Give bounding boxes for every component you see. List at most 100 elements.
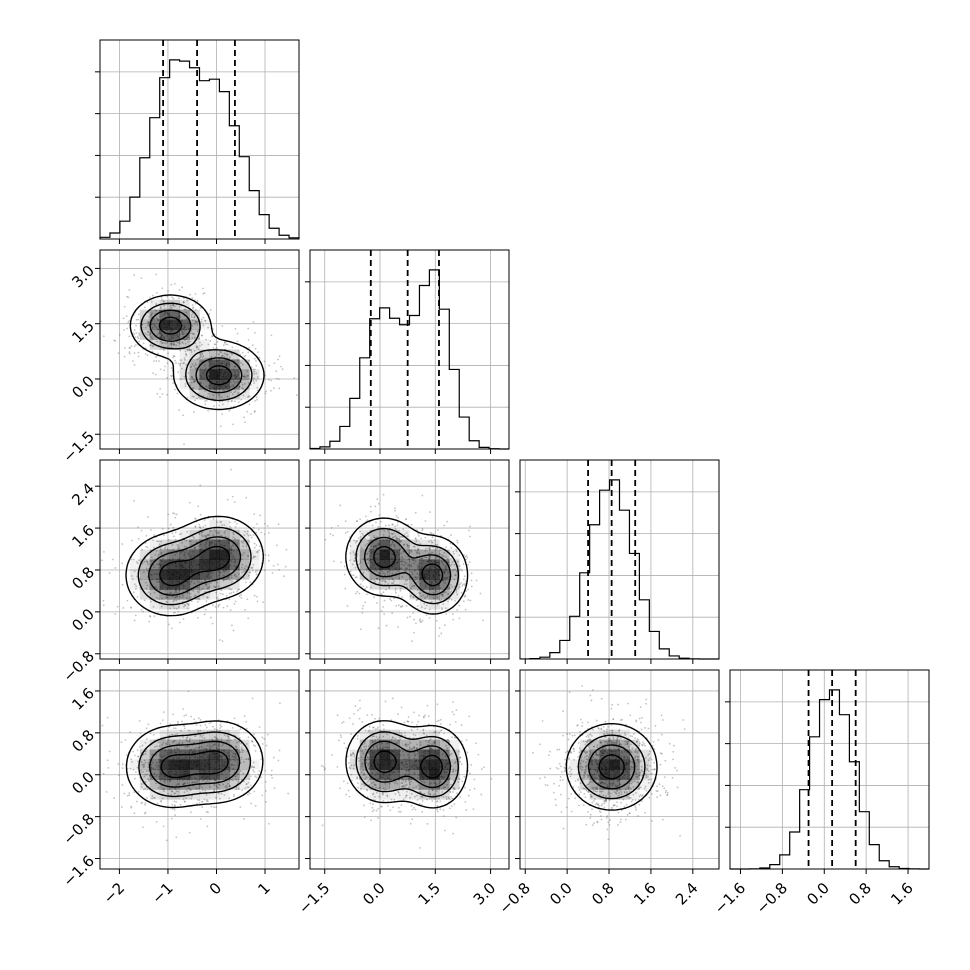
scatter-point xyxy=(470,572,473,575)
scatter-point xyxy=(386,804,389,807)
scatter-point xyxy=(173,355,176,358)
scatter-point xyxy=(197,746,199,749)
scatter-point xyxy=(377,787,380,790)
scatter-point xyxy=(421,799,424,802)
scatter-point xyxy=(143,599,146,602)
scatter-point xyxy=(430,541,433,544)
scatter-point xyxy=(407,720,409,723)
scatter-point xyxy=(145,534,148,537)
scatter-point xyxy=(365,569,368,572)
scatter-point xyxy=(166,548,169,550)
scatter-point xyxy=(261,736,264,739)
density-cell xyxy=(159,299,170,310)
scatter-point xyxy=(144,326,147,329)
scatter-point xyxy=(174,733,177,736)
density-cell xyxy=(239,379,250,390)
scatter-point xyxy=(364,537,366,540)
scatter-point xyxy=(432,741,435,744)
scatter-point xyxy=(295,394,298,397)
scatter-point xyxy=(195,787,198,790)
scatter-point xyxy=(237,780,240,783)
scatter-point xyxy=(177,545,180,547)
scatter-point xyxy=(172,535,175,538)
scatter-point xyxy=(372,726,375,729)
scatter-point xyxy=(201,351,203,354)
scatter-point xyxy=(256,523,258,525)
scatter-point xyxy=(346,530,349,533)
scatter-point xyxy=(181,330,183,332)
scatter-point xyxy=(198,598,201,601)
scatter-point xyxy=(205,600,208,603)
scatter-point xyxy=(174,611,176,614)
density-cell xyxy=(159,329,170,340)
scatter-point xyxy=(425,614,428,616)
scatter-point xyxy=(428,557,430,560)
density-cell xyxy=(209,529,220,540)
scatter-point xyxy=(362,585,365,588)
scatter-point xyxy=(248,403,251,406)
scatter-point xyxy=(397,713,399,716)
scatter-point xyxy=(213,405,216,408)
density-cell xyxy=(179,349,190,360)
scatter-point xyxy=(252,321,255,323)
scatter-point xyxy=(236,773,239,775)
scatter-point xyxy=(399,560,402,563)
scatter-point xyxy=(196,299,199,302)
scatter-point xyxy=(252,563,255,566)
scatter-point xyxy=(240,746,243,749)
scatter-point xyxy=(464,786,466,789)
scatter-point xyxy=(183,357,186,359)
scatter-point xyxy=(428,556,431,559)
scatter-point xyxy=(407,720,410,723)
scatter-point xyxy=(443,591,446,593)
scatter-point xyxy=(431,541,434,544)
scatter-point xyxy=(434,731,437,733)
scatter-point xyxy=(242,387,245,390)
scatter-point xyxy=(128,792,131,795)
scatter-point xyxy=(177,362,180,365)
scatter-point xyxy=(208,722,211,725)
scatter-point xyxy=(477,753,480,756)
scatter-point xyxy=(448,740,451,743)
scatter-point xyxy=(234,600,237,603)
scatter-point xyxy=(426,798,428,801)
scatter-point xyxy=(429,546,431,549)
scatter-point xyxy=(126,599,129,602)
scatter-point xyxy=(232,532,235,534)
scatter-point xyxy=(232,544,234,547)
scatter-point xyxy=(249,571,251,574)
scatter-point xyxy=(183,375,186,378)
axes-frame xyxy=(99,39,300,240)
scatter-point xyxy=(241,571,243,574)
scatter-point xyxy=(156,596,158,599)
contour-level-0 xyxy=(125,515,264,617)
scatter-point xyxy=(162,742,165,744)
scatter-point xyxy=(353,764,356,767)
scatter-point xyxy=(347,762,350,764)
scatter-point xyxy=(252,766,255,769)
scatter-point xyxy=(230,574,233,577)
scatter-point xyxy=(400,567,403,570)
scatter-point xyxy=(447,593,450,595)
scatter-point xyxy=(348,766,351,769)
scatter-point xyxy=(161,788,164,790)
scatter-point xyxy=(355,519,358,522)
scatter-point xyxy=(164,589,167,592)
scatter-point xyxy=(395,515,398,517)
scatter-point xyxy=(149,333,152,336)
scatter-point xyxy=(230,778,233,781)
scatter-point xyxy=(185,739,188,742)
density-cell xyxy=(199,549,210,560)
scatter-point xyxy=(236,392,239,395)
scatter-point xyxy=(192,378,194,380)
scatter-point xyxy=(411,585,414,588)
scatter-point xyxy=(154,745,157,748)
scatter-point xyxy=(202,526,205,528)
scatter-point xyxy=(183,545,186,548)
scatter-point xyxy=(397,604,400,607)
scatter-point xyxy=(223,356,226,358)
scatter-point xyxy=(135,318,138,321)
density-cell xyxy=(169,329,180,340)
density-cell xyxy=(139,319,151,330)
scatter-point xyxy=(391,612,394,615)
